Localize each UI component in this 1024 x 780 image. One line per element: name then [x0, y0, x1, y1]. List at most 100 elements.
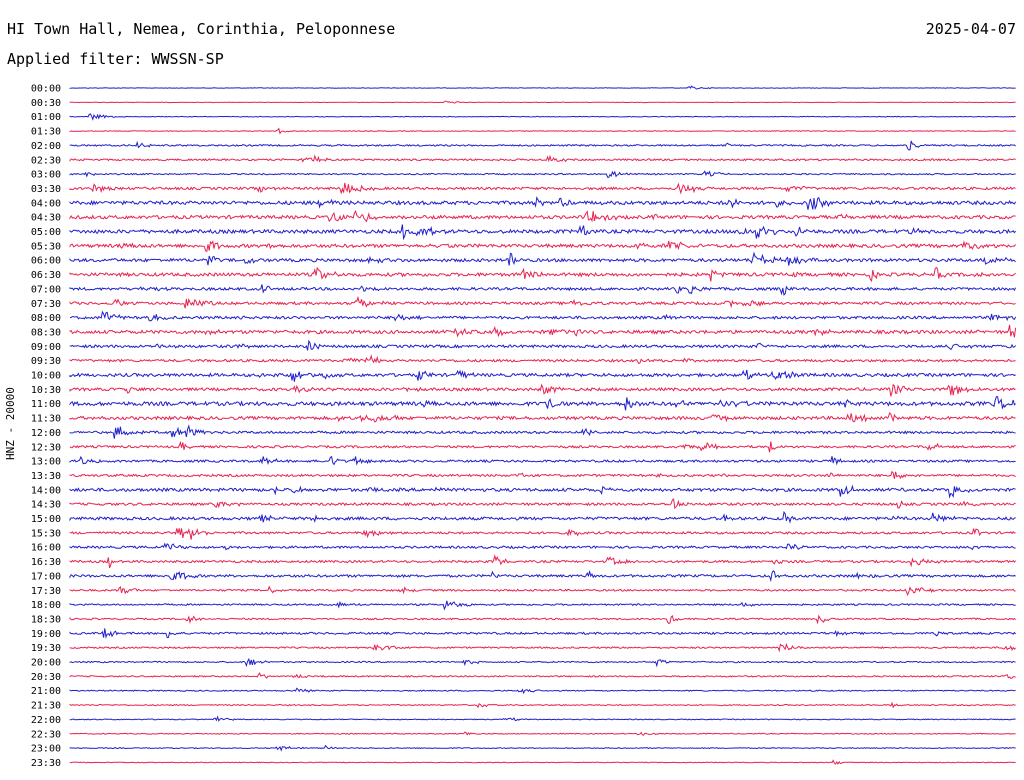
trace-row [69, 687, 1016, 695]
row-time-label: 05:30 [31, 241, 61, 252]
row-time-label: 04:00 [31, 198, 61, 209]
trace-row [69, 354, 1016, 365]
row-time-label: 22:30 [31, 729, 61, 740]
trace-row [69, 672, 1016, 680]
row-time-label: 21:00 [31, 686, 61, 697]
row-time-label: 10:00 [31, 371, 61, 382]
row-time-label: 22:00 [31, 715, 61, 726]
trace-row [69, 484, 1016, 499]
trace-row [69, 701, 1016, 709]
row-time-label: 00:30 [31, 98, 61, 109]
trace-row [69, 182, 1016, 195]
trace-row [69, 498, 1016, 510]
trace-row [69, 527, 1016, 540]
trace-row [69, 240, 1017, 253]
trace-row [69, 284, 1017, 296]
row-time-label: 01:00 [31, 112, 61, 123]
trace-row [69, 554, 1016, 569]
trace-row [69, 731, 1016, 736]
row-time-label: 07:00 [31, 284, 61, 295]
trace-row [69, 628, 1016, 639]
row-time-label: 16:30 [31, 557, 61, 568]
trace-row [69, 715, 1016, 722]
row-time-label: 17:00 [31, 571, 61, 582]
row-time-label: 06:30 [31, 270, 61, 281]
trace-row [69, 642, 1016, 653]
row-time-label: 23:30 [31, 758, 61, 769]
row-time-label: 16:00 [31, 543, 61, 554]
row-time-label: 11:00 [31, 399, 61, 410]
row-time-label: 14:30 [31, 500, 61, 511]
trace-row [69, 369, 1016, 382]
row-time-label: 01:30 [31, 127, 61, 138]
trace-row [69, 154, 1016, 163]
trace-row [69, 470, 1016, 480]
trace-row [69, 542, 1016, 551]
trace-row [69, 585, 1016, 597]
trace-row [69, 510, 1016, 524]
trace-row [69, 412, 1016, 423]
row-time-label: 10:30 [31, 385, 61, 396]
trace-row [69, 440, 1016, 453]
trace-row [69, 209, 1016, 223]
row-time-label: 05:00 [31, 227, 61, 238]
trace-row [69, 196, 1017, 211]
trace-row [69, 744, 1016, 752]
trace-row [69, 100, 1016, 104]
trace-row [69, 424, 1016, 439]
trace-row [69, 295, 1016, 309]
trace-row [69, 657, 1016, 668]
trace-row [69, 310, 1017, 322]
row-time-label: 14:00 [31, 485, 61, 496]
row-time-label: 09:30 [31, 356, 61, 367]
trace-row [69, 127, 1016, 135]
row-time-label: 12:30 [31, 442, 61, 453]
row-time-label: 03:00 [31, 170, 61, 181]
trace-row [69, 140, 1016, 151]
row-time-label: 07:30 [31, 299, 61, 310]
row-time-label: 18:00 [31, 600, 61, 611]
trace-row [69, 113, 1016, 121]
trace-row [69, 85, 1016, 90]
filter-label: Applied filter: WWSSN-SP [7, 50, 224, 68]
row-time-label: 15:30 [31, 528, 61, 539]
row-time-label: 08:00 [31, 313, 61, 324]
row-time-label: 13:00 [31, 457, 61, 468]
row-time-label: 17:30 [31, 586, 61, 597]
trace-row [69, 170, 1016, 178]
row-time-label: 20:00 [31, 658, 61, 669]
trace-row [69, 224, 1016, 241]
row-time-label: 13:30 [31, 471, 61, 482]
station-title: HI Town Hall, Nemea, Corinthia, Peloponn… [7, 20, 396, 38]
trace-row [69, 251, 1016, 266]
row-time-label: 11:30 [31, 414, 61, 425]
row-time-label: 02:00 [31, 141, 61, 152]
row-time-label: 03:30 [31, 184, 61, 195]
row-time-label: 15:00 [31, 514, 61, 525]
row-time-label: 18:30 [31, 614, 61, 625]
row-time-label: 00:00 [31, 84, 61, 95]
row-time-label: 19:30 [31, 643, 61, 654]
trace-row [69, 339, 1016, 351]
trace-row [69, 455, 1016, 466]
date-label: 2025-04-07 [925, 20, 1016, 38]
row-time-label: 21:30 [31, 701, 61, 712]
trace-row [69, 396, 1016, 411]
trace-row [69, 324, 1017, 338]
row-time-label: 04:30 [31, 213, 61, 224]
row-time-label: 12:00 [31, 428, 61, 439]
trace-row [69, 759, 1016, 765]
row-time-label: 20:30 [31, 672, 61, 683]
trace-row [69, 569, 1016, 583]
row-time-label: 02:30 [31, 155, 61, 166]
trace-row [69, 614, 1016, 625]
trace-row [69, 600, 1016, 611]
row-time-label: 09:00 [31, 342, 61, 353]
row-time-label: 23:00 [31, 744, 61, 755]
trace-row [69, 266, 1016, 283]
trace-row [69, 383, 1016, 397]
row-time-label: 08:30 [31, 327, 61, 338]
row-time-label: 06:00 [31, 256, 61, 267]
row-time-label: 19:00 [31, 629, 61, 640]
